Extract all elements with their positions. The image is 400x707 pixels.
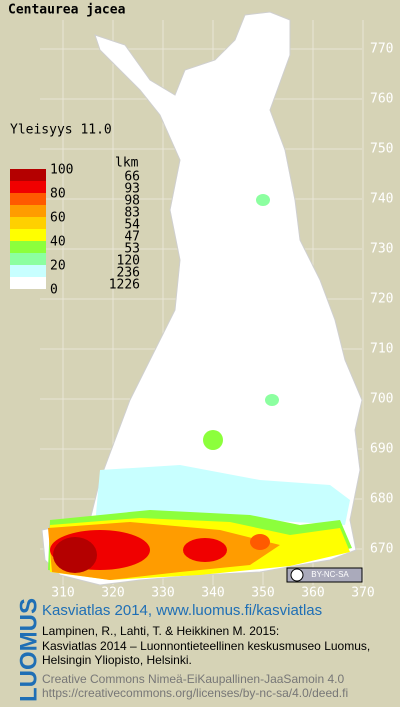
legend-swatch [10,253,46,265]
east-label: 370 [351,586,374,601]
frequency-label: Yleisyys 11.0 [10,123,112,138]
badge-box [286,567,363,583]
citation-line: Kasviatlas 2014 – Luonnontieteellinen ke… [42,639,370,653]
patch [53,537,97,573]
license-url: https://creativecommons.org/licenses/by-… [42,686,348,700]
species-title: Centaurea jacea [8,3,126,18]
patch [183,538,227,562]
legend-level: 40 [50,235,66,250]
north-label: 710 [370,342,393,357]
north-label: 740 [370,192,393,207]
cc-icon [290,568,304,582]
patch [203,430,223,450]
legend-swatch [10,265,46,277]
legend-level: 80 [50,187,66,202]
legend-swatch [10,277,46,289]
logo: LUOMUS [15,598,42,702]
country-outline [41,11,363,586]
legend-swatch [10,217,46,229]
patch [95,465,350,525]
occurrence-patches [48,194,352,580]
counts-header: lkm [115,156,139,171]
license-badge: BY-NC-SA [286,567,363,583]
legend-swatch [10,241,46,253]
legend-count: 83 [124,206,140,221]
north-label: 670 [370,542,393,557]
legend-count: 98 [124,194,140,209]
patch [265,394,279,406]
citation-line: Helsingin Yliopisto, Helsinki. [42,653,192,667]
citation-line: Lampinen, R., Lahti, T. & Heikkinen M. 2… [42,624,279,638]
legend-swatch [10,169,46,181]
north-label: 720 [370,292,393,307]
east-label: 320 [101,586,124,601]
legend-count: 47 [124,230,140,245]
legend-swatch [10,181,46,193]
east-label: 330 [151,586,174,601]
license-text: Creative Commons Nimeä-EiKaupallinen-Jaa… [42,672,344,686]
legend-count: 53 [124,242,140,257]
east-label: 360 [301,586,324,601]
legend-count: 54 [124,218,140,233]
patch [256,194,270,206]
north-label: 770 [370,42,393,57]
legend-level: 60 [50,211,66,226]
north-label: 700 [370,392,393,407]
north-label: 760 [370,92,393,107]
legend-count: 1226 [109,278,140,293]
north-label: 690 [370,442,393,457]
legend-count: 66 [124,170,140,185]
legend-count: 120 [117,254,140,269]
legend-count: 236 [117,266,140,281]
badge-text: BY-NC-SA [311,570,349,579]
legend-level: 0 [50,283,58,298]
legend-count: 93 [124,182,140,197]
legend-swatch [10,229,46,241]
north-label: 680 [370,492,393,507]
legend-swatch [10,205,46,217]
north-label: 750 [370,142,393,157]
north-label: 730 [370,242,393,257]
legend-swatch [10,193,46,205]
legend-level: 100 [50,163,73,178]
patch [250,534,270,550]
east-label: 310 [51,586,74,601]
footer-heading: Kasviatlas 2014, www.luomus.fi/kasviatla… [42,602,322,619]
legend-level: 20 [50,259,66,274]
east-label: 340 [201,586,224,601]
east-label: 350 [251,586,274,601]
